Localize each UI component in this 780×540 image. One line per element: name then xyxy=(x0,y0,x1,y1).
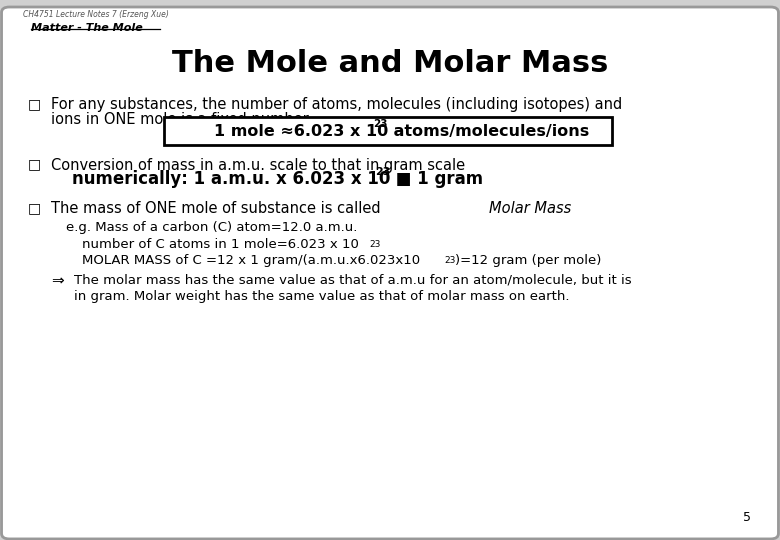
Text: 23: 23 xyxy=(374,119,388,129)
Text: 5: 5 xyxy=(743,511,751,524)
Text: □: □ xyxy=(27,201,41,215)
Text: 1 mole ≈6.023 x 10: 1 mole ≈6.023 x 10 xyxy=(214,124,388,139)
Text: Conversion of mass in a.m.u. scale to that in gram scale: Conversion of mass in a.m.u. scale to th… xyxy=(51,158,465,173)
Text: The molar mass has the same value as that of a.m.u for an atom/molecule, but it : The molar mass has the same value as tha… xyxy=(74,274,632,287)
Text: Matter - The Mole: Matter - The Mole xyxy=(31,23,143,33)
Text: Molar Mass: Molar Mass xyxy=(489,201,571,216)
Text: The mass of ONE mole of substance is called: The mass of ONE mole of substance is cal… xyxy=(51,201,385,216)
Text: 23: 23 xyxy=(369,240,381,249)
Text: ⇒: ⇒ xyxy=(51,274,63,289)
Text: in gram. Molar weight has the same value as that of molar mass on earth.: in gram. Molar weight has the same value… xyxy=(74,290,569,303)
Text: For any substances, the number of atoms, molecules (including isotopes) and: For any substances, the number of atoms,… xyxy=(51,97,622,112)
Text: ions in ONE mole is a fixed number: ions in ONE mole is a fixed number xyxy=(51,112,308,127)
Text: e.g. Mass of a carbon (C) atom=12.0 a.m.u.: e.g. Mass of a carbon (C) atom=12.0 a.m.… xyxy=(66,221,358,234)
Text: atoms/molecules/ions: atoms/molecules/ions xyxy=(388,124,590,139)
Text: CH4751 Lecture Notes 7 (Erzeng Xue): CH4751 Lecture Notes 7 (Erzeng Xue) xyxy=(23,10,169,19)
Text: number of C atoms in 1 mole=6.023 x 10: number of C atoms in 1 mole=6.023 x 10 xyxy=(82,238,359,251)
Text: numerically: 1 a.m.u. x 6.023 x 10: numerically: 1 a.m.u. x 6.023 x 10 xyxy=(72,170,390,188)
Text: 23: 23 xyxy=(445,256,456,265)
Text: The Mole and Molar Mass: The Mole and Molar Mass xyxy=(172,49,608,78)
Text: 23: 23 xyxy=(374,167,390,177)
Text: ■ 1 gram: ■ 1 gram xyxy=(390,170,483,188)
Text: □: □ xyxy=(27,158,41,172)
Text: )=12 gram (per mole): )=12 gram (per mole) xyxy=(455,254,601,267)
Text: □: □ xyxy=(27,97,41,111)
Text: MOLAR MASS of C =12 x 1 gram/(a.m.u.x6.023x10: MOLAR MASS of C =12 x 1 gram/(a.m.u.x6.0… xyxy=(82,254,420,267)
